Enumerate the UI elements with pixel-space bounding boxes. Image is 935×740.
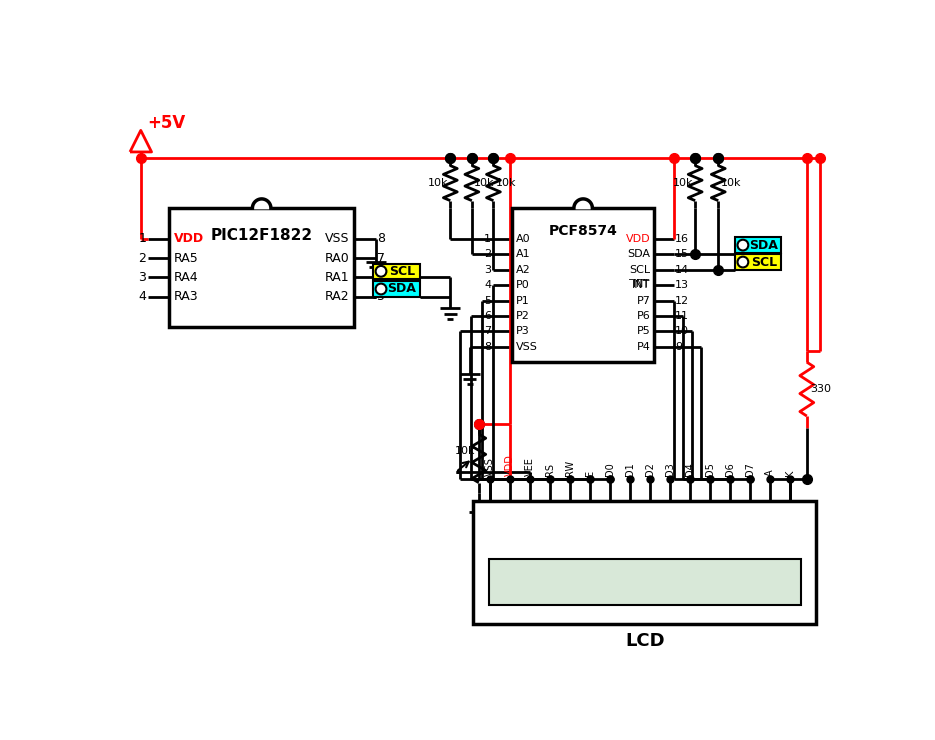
Text: 330: 330	[811, 384, 831, 394]
Text: E: E	[584, 470, 595, 476]
Circle shape	[376, 283, 386, 295]
Text: 10k: 10k	[454, 445, 475, 456]
Text: VSS: VSS	[484, 457, 495, 476]
Text: 8: 8	[377, 232, 385, 246]
Text: P6: P6	[637, 311, 651, 321]
Text: P0: P0	[516, 280, 529, 290]
Text: 5: 5	[484, 295, 491, 306]
Text: RA3: RA3	[174, 290, 198, 303]
Text: RA5: RA5	[174, 252, 198, 265]
Text: 11: 11	[675, 311, 689, 321]
Text: D4: D4	[684, 462, 695, 476]
Text: 10k: 10k	[474, 178, 495, 188]
Text: P4: P4	[637, 342, 651, 351]
Text: P3: P3	[516, 326, 529, 337]
Text: PCF8574: PCF8574	[549, 224, 618, 238]
Text: 10: 10	[675, 326, 689, 337]
Text: P7: P7	[637, 295, 651, 306]
Text: A1: A1	[516, 249, 530, 259]
Text: SDA: SDA	[627, 249, 651, 259]
Text: 4: 4	[484, 280, 491, 290]
Text: 14: 14	[675, 265, 689, 275]
Text: A: A	[765, 469, 775, 476]
Text: 3: 3	[484, 265, 491, 275]
Text: 10k: 10k	[721, 178, 741, 188]
Text: RA1: RA1	[324, 271, 350, 284]
Text: P1: P1	[516, 295, 529, 306]
Text: RS: RS	[545, 463, 554, 476]
Text: 10k: 10k	[496, 178, 516, 188]
Text: P5: P5	[637, 326, 651, 337]
Bar	[735, 255, 782, 270]
Text: D2: D2	[645, 462, 654, 476]
Text: VSS: VSS	[325, 232, 350, 246]
Text: 8: 8	[484, 342, 491, 351]
Text: D7: D7	[745, 462, 755, 476]
Text: 12: 12	[675, 295, 689, 306]
Bar	[512, 208, 654, 362]
Bar	[489, 559, 800, 605]
Text: D5: D5	[705, 462, 714, 476]
Text: RA4: RA4	[174, 271, 198, 284]
Text: A0: A0	[516, 234, 530, 244]
Text: 2: 2	[484, 249, 491, 259]
Text: D0: D0	[605, 462, 614, 476]
Text: RA0: RA0	[324, 252, 350, 265]
Text: 15: 15	[675, 249, 689, 259]
Bar	[735, 238, 782, 253]
Text: PIC12F1822: PIC12F1822	[210, 228, 312, 243]
Text: SDA: SDA	[387, 283, 416, 295]
Text: LCD: LCD	[625, 632, 665, 650]
Bar	[473, 501, 816, 624]
Text: 1: 1	[138, 232, 146, 246]
Text: INT: INT	[632, 280, 651, 290]
Text: SCL: SCL	[389, 265, 415, 278]
Text: 16: 16	[675, 234, 689, 244]
Text: RA2: RA2	[324, 290, 350, 303]
Text: 6: 6	[377, 271, 385, 284]
Text: 7: 7	[484, 326, 491, 337]
Text: 7: 7	[377, 252, 385, 265]
Text: K: K	[784, 470, 795, 476]
Text: SCL: SCL	[751, 255, 777, 269]
Text: SCL: SCL	[629, 265, 651, 275]
Text: ̅I̅N̅T̅: ̅I̅N̅T̅	[634, 280, 651, 289]
Text: D3: D3	[665, 462, 675, 476]
Circle shape	[376, 266, 386, 277]
Text: VDD: VDD	[626, 234, 651, 244]
Text: 4: 4	[138, 290, 146, 303]
Text: VDD: VDD	[174, 232, 204, 246]
Text: D6: D6	[725, 462, 735, 476]
Text: RW: RW	[565, 460, 575, 476]
Text: VSS: VSS	[516, 342, 538, 351]
Circle shape	[738, 240, 748, 251]
Circle shape	[738, 257, 748, 267]
Bar	[373, 263, 420, 279]
Text: 6: 6	[484, 311, 491, 321]
Text: 10k: 10k	[427, 178, 448, 188]
Bar	[169, 208, 354, 328]
Bar	[373, 281, 420, 297]
Text: P2: P2	[516, 311, 529, 321]
Text: 3: 3	[138, 271, 146, 284]
Text: 1: 1	[484, 234, 491, 244]
Text: +5V: +5V	[147, 115, 185, 132]
Text: 5: 5	[377, 290, 385, 303]
Text: SDA: SDA	[749, 238, 778, 252]
Text: 2: 2	[138, 252, 146, 265]
Text: VDD: VDD	[505, 454, 514, 476]
Text: VEE: VEE	[525, 457, 535, 476]
Text: D1: D1	[625, 462, 635, 476]
Text: 9: 9	[675, 342, 683, 351]
Text: 13: 13	[675, 280, 689, 290]
Text: 10k: 10k	[672, 178, 693, 188]
Text: A2: A2	[516, 265, 530, 275]
